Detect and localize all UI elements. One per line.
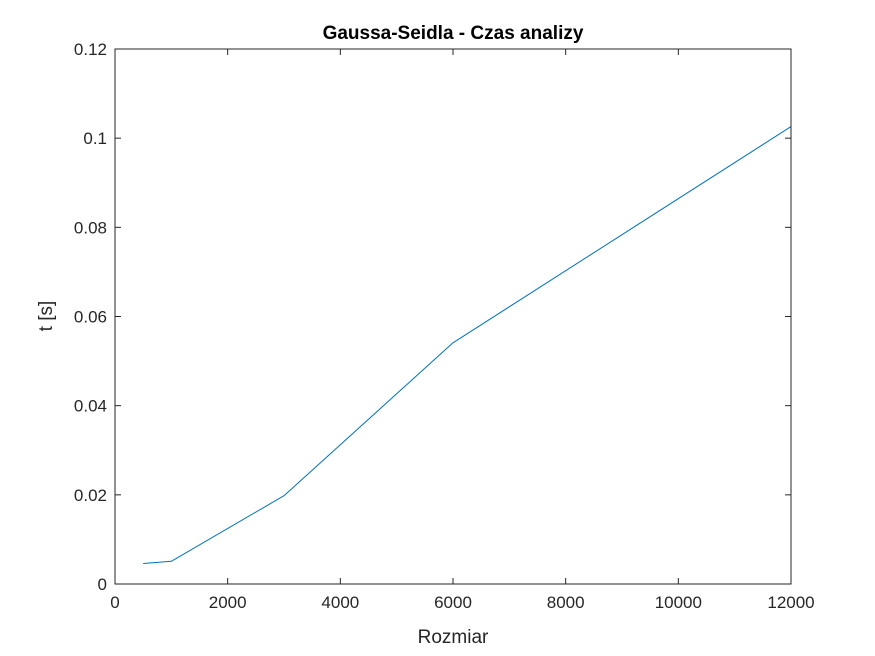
x-tick-labels: 0 2000 4000 6000 8000 10000 12000 [110, 593, 814, 612]
chart-title: Gaussa-Seidla - Czas analizy [323, 23, 584, 44]
y-tick-label: 0.04 [74, 397, 107, 416]
y-tick-label: 0 [98, 575, 107, 594]
y-tick-labels: 0 0.02 0.04 0.06 0.08 0.1 0.12 [74, 40, 107, 594]
y-tick-label: 0.08 [74, 218, 107, 237]
x-tick-label: 8000 [547, 593, 585, 612]
x-tick-label: 4000 [321, 593, 359, 612]
y-tick-label: 0.06 [74, 308, 107, 327]
series-layer [143, 126, 792, 564]
series-line [143, 126, 792, 564]
y-tick-label: 0.1 [83, 129, 107, 148]
x-axis-title: Rozmiar [418, 627, 489, 648]
plot-area [115, 49, 791, 584]
x-tick-label: 6000 [434, 593, 472, 612]
x-tick-label: 10000 [655, 593, 702, 612]
y-tick-label: 0.02 [74, 486, 107, 505]
y-tick-label: 0.12 [74, 40, 107, 59]
y-axis-title: t [s] [36, 301, 57, 332]
x-tick-label: 2000 [209, 593, 247, 612]
plot-frame [114, 48, 792, 585]
x-tick-label: 12000 [767, 593, 814, 612]
x-tick-label: 0 [110, 593, 119, 612]
